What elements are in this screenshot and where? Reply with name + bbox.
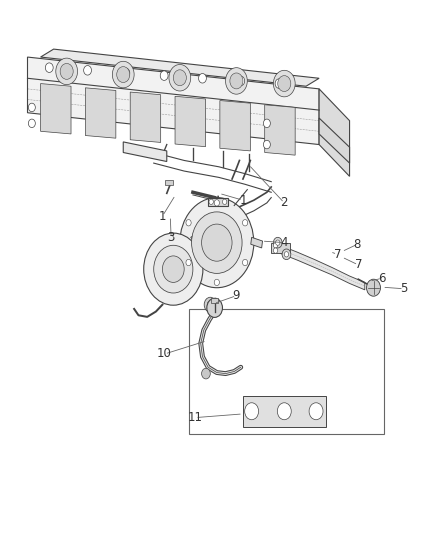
- Text: 4: 4: [280, 236, 288, 249]
- Circle shape: [28, 119, 35, 127]
- Polygon shape: [191, 221, 223, 245]
- Polygon shape: [123, 142, 167, 161]
- Polygon shape: [208, 198, 228, 206]
- Circle shape: [56, 58, 78, 85]
- Circle shape: [46, 63, 53, 72]
- Bar: [165, 180, 173, 185]
- Circle shape: [273, 237, 282, 248]
- Polygon shape: [130, 92, 161, 142]
- Circle shape: [162, 256, 184, 282]
- Circle shape: [230, 73, 243, 89]
- Polygon shape: [319, 89, 350, 176]
- Circle shape: [284, 252, 289, 257]
- Circle shape: [245, 403, 258, 419]
- Circle shape: [214, 279, 219, 286]
- Text: 11: 11: [187, 411, 202, 424]
- Text: 10: 10: [157, 348, 172, 360]
- Circle shape: [169, 64, 191, 91]
- Circle shape: [84, 66, 92, 75]
- Circle shape: [223, 199, 227, 205]
- Circle shape: [275, 79, 283, 88]
- Polygon shape: [319, 118, 350, 163]
- Circle shape: [117, 67, 130, 83]
- Circle shape: [160, 71, 168, 80]
- Circle shape: [263, 119, 270, 127]
- Polygon shape: [41, 84, 71, 134]
- Polygon shape: [220, 101, 251, 151]
- Circle shape: [273, 248, 278, 253]
- Text: 7: 7: [354, 259, 362, 271]
- Circle shape: [209, 199, 213, 205]
- Polygon shape: [41, 49, 319, 86]
- Circle shape: [173, 70, 186, 86]
- Circle shape: [263, 140, 270, 149]
- Circle shape: [207, 301, 213, 309]
- Circle shape: [243, 220, 248, 226]
- Bar: [243, 396, 325, 426]
- Circle shape: [180, 198, 254, 288]
- Polygon shape: [271, 243, 290, 253]
- Text: 1: 1: [239, 193, 247, 207]
- Circle shape: [273, 70, 295, 97]
- Circle shape: [204, 297, 216, 312]
- Circle shape: [198, 74, 206, 83]
- Circle shape: [144, 233, 203, 305]
- Text: 8: 8: [354, 238, 361, 251]
- Text: 2: 2: [280, 196, 288, 209]
- Polygon shape: [280, 245, 365, 290]
- Circle shape: [214, 200, 219, 206]
- Text: 7: 7: [334, 248, 341, 261]
- Circle shape: [186, 260, 191, 266]
- Circle shape: [201, 224, 232, 261]
- Circle shape: [28, 103, 35, 112]
- Circle shape: [273, 243, 278, 248]
- Circle shape: [243, 260, 248, 266]
- Circle shape: [367, 279, 381, 296]
- Polygon shape: [175, 96, 205, 147]
- Circle shape: [277, 403, 291, 419]
- Circle shape: [276, 240, 280, 245]
- Polygon shape: [28, 57, 319, 144]
- Circle shape: [237, 76, 245, 86]
- Circle shape: [201, 368, 210, 379]
- Polygon shape: [85, 88, 116, 138]
- Circle shape: [113, 61, 134, 88]
- Text: 5: 5: [400, 282, 408, 295]
- Circle shape: [191, 212, 242, 273]
- Circle shape: [282, 249, 291, 260]
- Polygon shape: [265, 105, 295, 155]
- Circle shape: [154, 245, 193, 293]
- Circle shape: [226, 68, 247, 94]
- Circle shape: [309, 403, 323, 419]
- Circle shape: [186, 220, 191, 226]
- Circle shape: [278, 76, 291, 92]
- Text: 6: 6: [378, 272, 386, 285]
- Circle shape: [122, 68, 130, 78]
- Text: 9: 9: [233, 289, 240, 302]
- Text: 3: 3: [167, 231, 175, 244]
- Circle shape: [60, 63, 73, 79]
- Bar: [188, 309, 385, 433]
- Polygon shape: [251, 237, 262, 248]
- Circle shape: [207, 298, 223, 317]
- Text: 1: 1: [159, 209, 166, 223]
- Polygon shape: [211, 298, 218, 303]
